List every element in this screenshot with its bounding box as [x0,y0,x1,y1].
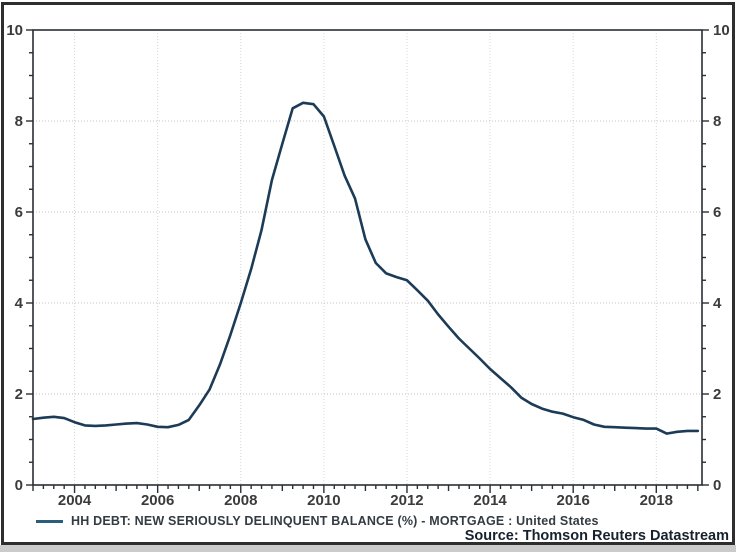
y-axis-labels-left: 0 2 4 6 8 10 [6,22,23,494]
vertical-gridlines [74,30,657,485]
legend-label: HH DEBT: NEW SERIOUSLY DELINQUENT BALANC… [71,514,599,528]
tick-label: 6 [713,204,721,221]
legend-line-marker [36,519,63,523]
tick-label: 2010 [307,492,340,509]
tick-label: 2006 [141,492,174,509]
tick-label: 6 [15,204,23,221]
tick-label: 8 [15,113,23,130]
tick-label: 4 [713,295,722,312]
x-axis-labels: 2004 2006 2008 2010 2012 2014 2016 2018 [58,492,673,509]
tick-label: 2016 [556,492,589,509]
series-line [31,101,700,435]
tick-label: 4 [15,295,24,312]
legend: HH DEBT: NEW SERIOUSLY DELINQUENT BALANC… [36,512,599,530]
tick-label: 0 [15,477,23,494]
source-attribution: Source: Thomson Reuters Datastream [464,528,729,544]
tick-label: 2014 [473,492,507,509]
tick-label: 2008 [224,492,257,509]
plot-frame [32,29,703,486]
tick-label: 0 [713,477,721,494]
tick-label: 10 [713,22,730,39]
window-bottom-strip [0,545,736,552]
tick-label: 2012 [390,492,423,509]
tick-label: 8 [713,113,721,130]
horizontal-gridlines [33,29,702,395]
tick-label: 10 [6,22,23,39]
tick-label: 2 [713,386,721,403]
y-axis-labels-right: 0 2 4 6 8 10 [713,22,730,494]
tick-label: 2004 [58,492,92,509]
tick-label: 2018 [640,492,673,509]
tick-label: 2 [15,386,23,403]
